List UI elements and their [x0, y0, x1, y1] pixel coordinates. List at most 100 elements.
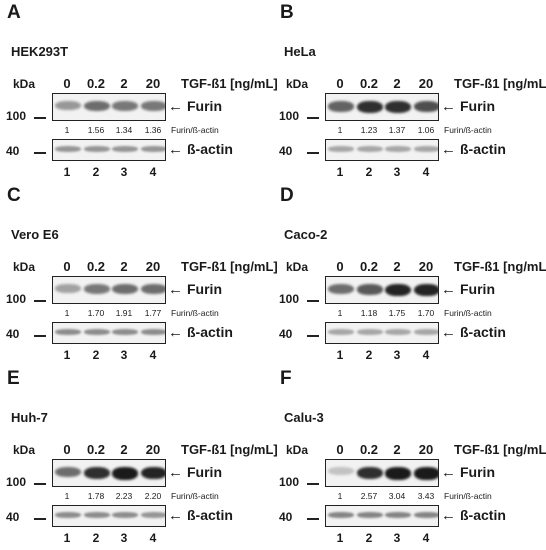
kda-label: kDa — [286, 443, 309, 457]
furin-actin-ratio: 1.37 — [388, 125, 406, 135]
blot-panel-e: E Huh-7 kDa 0 0.2 2 20 TGF-ß1 [ng/mL] 100 40 ← Furi… — [0, 366, 278, 549]
furin-blot-image — [325, 276, 439, 304]
mw-marker-40: 40 — [6, 144, 20, 158]
furin-band — [414, 284, 438, 297]
treatment-label: TGF-ß1 [ng/mL] — [181, 259, 278, 274]
actin-band — [414, 146, 438, 152]
mw-marker-40: 40 — [6, 510, 20, 524]
mw-marker-100: 100 — [279, 109, 300, 123]
lane-number: 2 — [365, 348, 373, 362]
lane-number: 2 — [365, 531, 373, 545]
furin-band — [328, 101, 354, 112]
left-arrow-icon: ← — [441, 141, 456, 158]
blot-panel-d: D Caco-2 kDa 0 0.2 2 20 TGF-ß1 [ng/mL] 100 40 ← Fur… — [273, 183, 546, 366]
cell-line-name: Calu-3 — [284, 410, 324, 425]
furin-label: Furin — [460, 281, 495, 297]
concentration-label: 2 — [120, 259, 128, 274]
actin-arrow-label: ← ß-actin — [441, 507, 506, 524]
actin-label: ß-actin — [187, 141, 233, 157]
mw-marker-40: 40 — [279, 327, 293, 341]
mw-tick-40 — [34, 335, 46, 337]
panel-letter: C — [7, 185, 21, 206]
left-arrow-icon: ← — [168, 141, 183, 158]
actin-band — [357, 329, 383, 335]
actin-band — [328, 329, 354, 335]
concentration-label: 2 — [120, 76, 128, 91]
actin-band — [357, 146, 383, 152]
furin-blot-image — [52, 459, 166, 487]
lane-number: 1 — [63, 531, 71, 545]
actin-band — [112, 329, 138, 335]
actin-label: ß-actin — [460, 141, 506, 157]
concentration-label: 0 — [63, 76, 71, 91]
furin-arrow-label: ← Furin — [168, 464, 222, 481]
actin-band — [385, 146, 411, 152]
lane-number: 4 — [149, 348, 157, 362]
actin-band — [328, 146, 354, 152]
mw-tick-40 — [307, 518, 319, 520]
furin-actin-ratio: 3.04 — [388, 491, 406, 501]
furin-actin-ratio: 1.77 — [144, 308, 162, 318]
mw-marker-100: 100 — [279, 475, 300, 489]
furin-actin-ratio: 1 — [64, 491, 70, 501]
kda-label: kDa — [13, 77, 36, 91]
blot-panel-f: F Calu-3 kDa 0 0.2 2 20 TGF-ß1 [ng/mL] 100 40 ← Fur… — [273, 366, 546, 549]
furin-blot-image — [325, 459, 439, 487]
mw-marker-100: 100 — [6, 475, 27, 489]
furin-actin-ratio: 1 — [337, 308, 343, 318]
lane-number: 3 — [120, 165, 128, 179]
furin-actin-ratio: 1.78 — [87, 491, 105, 501]
actin-band — [414, 512, 438, 518]
furin-actin-ratio: 1.70 — [87, 308, 105, 318]
furin-band — [84, 467, 110, 480]
concentration-label: 0 — [63, 259, 71, 274]
treatment-label: TGF-ß1 [ng/mL] — [454, 76, 546, 91]
concentration-label: 20 — [145, 76, 161, 91]
lane-number: 2 — [365, 165, 373, 179]
furin-actin-ratio: 1 — [64, 308, 70, 318]
actin-band — [141, 329, 165, 335]
actin-label: ß-actin — [187, 324, 233, 340]
furin-band — [55, 467, 81, 478]
furin-actin-ratio: 1.18 — [360, 308, 378, 318]
furin-label: Furin — [460, 98, 495, 114]
treatment-label: TGF-ß1 [ng/mL] — [181, 442, 278, 457]
concentration-label: 0.2 — [359, 76, 379, 91]
furin-actin-ratio: 2.57 — [360, 491, 378, 501]
concentration-label: 20 — [418, 442, 434, 457]
furin-label: Furin — [187, 464, 222, 480]
lane-number: 2 — [92, 165, 100, 179]
concentration-label: 0 — [336, 442, 344, 457]
kda-label: kDa — [286, 77, 309, 91]
furin-band — [328, 284, 354, 295]
furin-actin-ratio: 3.43 — [417, 491, 435, 501]
lane-number: 4 — [149, 165, 157, 179]
mw-marker-40: 40 — [279, 510, 293, 524]
actin-band — [385, 329, 411, 335]
actin-band — [141, 512, 165, 518]
furin-band — [357, 467, 383, 480]
furin-band — [357, 101, 383, 114]
furin-band — [55, 284, 81, 293]
furin-band — [55, 101, 81, 111]
actin-band — [55, 329, 81, 335]
lane-number: 1 — [336, 348, 344, 362]
furin-actin-ratio: 2.20 — [144, 491, 162, 501]
left-arrow-icon: ← — [168, 281, 183, 298]
furin-arrow-label: ← Furin — [441, 464, 495, 481]
cell-line-name: Huh-7 — [11, 410, 48, 425]
furin-band — [84, 101, 110, 112]
ratio-label: Furin/ß-actin — [171, 125, 219, 135]
concentration-label: 2 — [393, 76, 401, 91]
actin-band — [112, 146, 138, 152]
mw-tick-40 — [307, 152, 319, 154]
mw-tick-100 — [307, 483, 319, 485]
cell-line-name: HeLa — [284, 44, 316, 59]
actin-blot-image — [52, 322, 166, 344]
actin-band — [84, 329, 110, 335]
mw-marker-100: 100 — [6, 292, 27, 306]
actin-band — [141, 146, 165, 152]
actin-blot-image — [325, 505, 439, 527]
actin-band — [112, 512, 138, 518]
furin-band — [414, 467, 438, 480]
